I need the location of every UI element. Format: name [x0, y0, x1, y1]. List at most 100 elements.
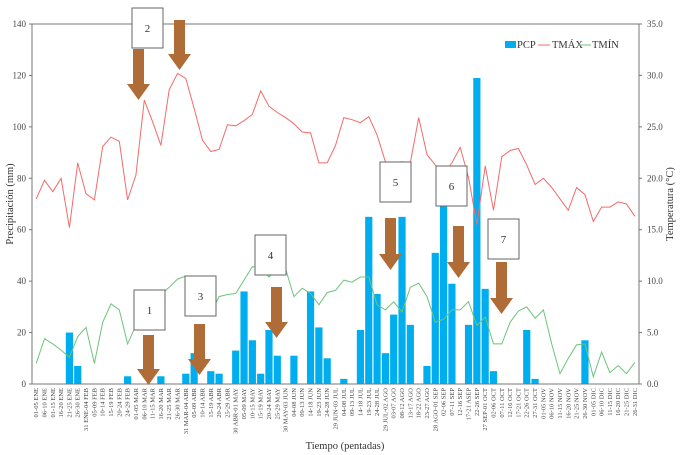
annotation-label: 6 — [449, 181, 455, 193]
down-arrow-icon — [127, 49, 150, 100]
x-tick-label: 21-25 ENE — [66, 388, 73, 417]
bar-pcp — [439, 201, 448, 384]
annotation-box — [254, 234, 287, 276]
legend-label-tmax: TMÁX — [552, 39, 583, 51]
x-tick-label: 21-25 NOV — [574, 388, 581, 419]
y2-tick-label: 35.0 — [647, 19, 663, 29]
x-tick-label: 30 MAY-03 JUN — [283, 388, 290, 432]
x-tick-label: 17-21 ASEP — [466, 388, 473, 421]
y2-tick-label: 5.0 — [647, 328, 659, 338]
x-tick-label: 30 ABR-01 MAY — [233, 388, 240, 434]
x-tick-label: 31 ENE-04 FEB — [83, 387, 90, 431]
x-tick-label: 08-12 AGO — [399, 388, 406, 419]
x-tick-label: 16-20 NOV — [565, 388, 572, 419]
x-tick-label: 20-24 MAY — [266, 388, 273, 420]
x-tick-label: 25-29 ABR — [224, 387, 231, 417]
bar-pcp — [464, 324, 473, 384]
x-tick-label: 12-16 OCT — [507, 388, 514, 418]
bar-pcp — [306, 291, 315, 384]
x-tick-label: 14-18 JUL — [357, 388, 364, 416]
annotation-box — [487, 218, 520, 260]
annotation-box — [435, 165, 468, 207]
y2-tick-label: 25.0 — [647, 122, 663, 132]
x-tick-label: 06-10 MAR — [141, 387, 148, 419]
bar-pcp — [240, 291, 248, 384]
bar-pcp — [423, 366, 431, 384]
x-tick-label: 11-15 MAR — [150, 387, 157, 419]
x-tick-label: 01-05 ENE — [33, 388, 40, 417]
x-tick-label: 10-14 FEB — [100, 387, 107, 416]
legend-label-tmin: TMÍN — [592, 39, 619, 51]
x-tick-label: 25-29 MAY — [274, 388, 281, 420]
x-tick-label: 26-30 MAR — [175, 387, 182, 419]
x-tick-label: 24-28 JUL — [374, 388, 381, 416]
bar-pcp — [381, 353, 389, 384]
bar-pcp — [124, 376, 132, 384]
annotation-label: 2 — [145, 23, 151, 35]
x-tick-label: 02-06 OCT — [491, 388, 498, 418]
y-tick-label: 140 — [13, 19, 27, 29]
y-tick-label: 20 — [17, 328, 27, 338]
x-tick-label: 09-13 JUL — [349, 388, 356, 416]
x-tick-label: 22-26 SEP — [474, 388, 481, 416]
legend-label-pcp: PCP — [517, 40, 536, 51]
x-tick-label: 20-24 ABR — [216, 387, 223, 417]
y-tick-label: 80 — [17, 173, 27, 183]
x-tick-label: 01-05 DIC — [590, 388, 597, 416]
y-tick-label: 120 — [13, 70, 27, 80]
bar-pcp — [356, 330, 365, 384]
x-tick-label: 29 JUL-02 AGO — [382, 388, 389, 432]
x-tick-label: 31 MAR-04 ABR — [183, 387, 190, 434]
bar-pcp — [315, 327, 323, 384]
x-tick-label: 16-20 MAR — [158, 387, 165, 419]
annotation-box — [184, 275, 217, 317]
x-tick-label: 19-23 JUL — [366, 388, 373, 416]
x-tick-label: 23-27 AGO — [424, 388, 431, 419]
x-tick-label: 01-05 MAR — [133, 387, 140, 419]
x-tick-label: 16-20 DIC — [615, 388, 622, 416]
bar-pcp — [290, 355, 298, 384]
bar-pcp — [215, 373, 223, 384]
annotation-box — [133, 289, 166, 331]
y-tick-label: 40 — [17, 276, 27, 286]
y2-tick-label: 30.0 — [647, 70, 663, 80]
x-tick-label: 04-08 JUN — [291, 388, 298, 417]
x-axis-label: Tiempo (pentadas) — [306, 441, 385, 452]
bar-pcp — [65, 332, 74, 384]
bar-pcp — [373, 294, 381, 384]
x-tick-label: 27 SEP-01 OCT — [482, 388, 489, 431]
line-tmax — [35, 72, 636, 228]
x-tick-label: 02-06 SEP — [441, 388, 448, 416]
annotation-label: 7 — [501, 234, 507, 246]
x-tick-label: 10-15 MAY — [249, 388, 256, 420]
x-tick-label: 26-30 ENE — [75, 388, 82, 417]
y2-tick-label: 20.0 — [647, 173, 663, 183]
down-arrow-icon — [188, 324, 211, 375]
down-arrow-icon — [137, 335, 160, 385]
bar-pcp — [257, 373, 265, 384]
bar-pcp — [398, 216, 406, 384]
y2-tick-label: 0.0 — [647, 379, 659, 389]
x-tick-label: 24-28 JUN — [324, 388, 331, 417]
x-tick-label: 29 JUN-03 JUL — [333, 388, 340, 430]
x-tick-label: 11-15 NOV — [557, 388, 564, 419]
legend: PCP TMÁX TMÍN — [505, 39, 619, 51]
down-arrow-icon — [490, 262, 513, 314]
x-tick-label: 19-23 JUN — [316, 388, 323, 417]
y-tick-label: 60 — [17, 225, 27, 235]
x-tick-label: 17-21 OCT — [515, 388, 522, 418]
legend-swatch-pcp — [505, 41, 516, 48]
x-tick-label: 13-17 AGO — [407, 388, 414, 419]
bar-pcp — [481, 288, 489, 384]
y-tick-label: 0 — [22, 379, 27, 389]
bar-pcp — [406, 324, 414, 384]
bar-pcp — [182, 373, 190, 384]
x-tick-label: 20-24 FEB — [116, 387, 123, 416]
x-tick-label: 07-11 SEP — [449, 388, 456, 416]
x-tick-label: 26-30 NOV — [582, 388, 589, 419]
bar-pcp — [323, 358, 331, 384]
bar-pcp — [431, 252, 439, 384]
x-tick-label: 05-09 FEB — [91, 387, 98, 416]
bar-pcp — [232, 350, 240, 384]
